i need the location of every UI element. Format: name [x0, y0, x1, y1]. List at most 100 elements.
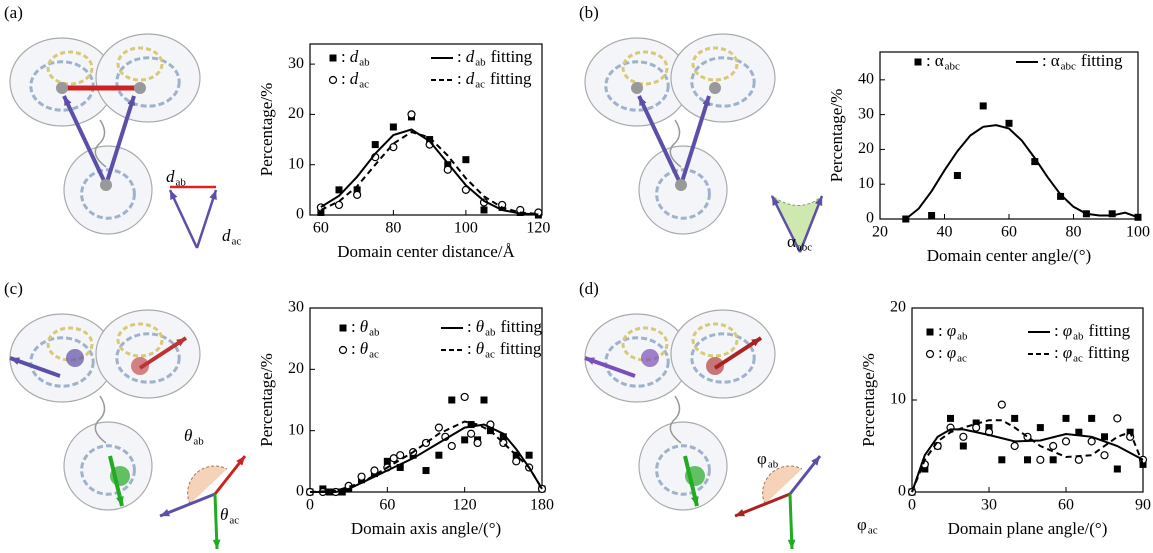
point [1036, 455, 1045, 464]
angle-arc [762, 465, 803, 505]
illustration-label: d [166, 167, 175, 186]
domain-ribbon [604, 60, 670, 112]
point [1100, 451, 1109, 460]
x-tick-label: 100 [1126, 224, 1150, 241]
point [473, 438, 482, 448]
legend-marker [914, 58, 922, 66]
panel-label: (a) [4, 3, 23, 22]
domain-ribbon [115, 56, 181, 108]
series-name: φ [947, 321, 956, 340]
arrow-head [209, 190, 217, 200]
plot-frame [309, 43, 543, 216]
fit-line [320, 130, 539, 215]
point [396, 463, 404, 471]
point [396, 451, 405, 460]
domain-center [134, 82, 146, 94]
point [921, 465, 929, 473]
y-tick-label: 30 [858, 105, 874, 122]
y-tick-label: 0 [866, 210, 874, 227]
legend-fit-suffix: fitting [500, 317, 542, 336]
point [435, 451, 443, 459]
point [499, 433, 507, 441]
arrow-shaft [734, 492, 791, 518]
point [422, 467, 430, 475]
x-tick-label: 120 [526, 220, 550, 237]
domain-ribbon [655, 168, 711, 220]
x-tick-label: 0 [908, 497, 916, 514]
series-name-sub: ac [359, 79, 369, 91]
arrow-head [772, 196, 780, 206]
legend-separator: : [467, 317, 472, 336]
y-axis-label: Percentage/% [257, 83, 276, 176]
point [997, 400, 1006, 409]
domain-ribbon [80, 168, 136, 220]
x-tick-label: 80 [1066, 224, 1082, 241]
x-tick-label: 60 [313, 220, 329, 237]
point [1074, 455, 1083, 464]
fit-line [320, 128, 539, 216]
y-tick-label: 20 [890, 299, 906, 316]
axis-disc [131, 357, 149, 375]
y-tick-label: 0 [296, 483, 304, 500]
arrow-head [735, 508, 745, 517]
arrow-shaft [62, 95, 108, 186]
point [1049, 456, 1057, 464]
domain-outline [95, 309, 201, 399]
arrow-shaft [168, 189, 199, 249]
legend-separator: : [341, 69, 346, 88]
point [1024, 456, 1031, 464]
x-tick-label: 0 [306, 497, 314, 514]
domain-ribbon [655, 444, 711, 496]
fit-line [911, 419, 1144, 493]
point [1057, 192, 1065, 200]
y-tick-label: 10 [288, 421, 304, 438]
x-axis-label: Domain axis angle/(°) [351, 519, 501, 538]
series-name: θ [476, 317, 484, 336]
domain-ribbon [690, 56, 756, 108]
series-name-sub: ac [1073, 353, 1083, 365]
linker [669, 119, 682, 168]
legend-fit-suffix: fitting [1081, 51, 1123, 70]
series-name: d [350, 69, 359, 88]
point [1113, 465, 1121, 473]
arrow-head [64, 96, 72, 106]
point [480, 206, 488, 214]
series-name: d [466, 69, 475, 88]
legend-separator: : [351, 317, 356, 336]
x-tick-label: 180 [530, 497, 554, 514]
x-axis-label: Domain center angle/(°) [927, 246, 1091, 265]
legend-separator: : [467, 339, 472, 358]
y-tick-label: 10 [890, 391, 906, 408]
legend-marker [338, 345, 348, 355]
illustration-label-sub: ac [229, 515, 239, 527]
panel-label: (c) [4, 279, 23, 298]
point [947, 414, 954, 422]
illustration-label: d [222, 226, 231, 245]
point [1113, 414, 1122, 423]
point [1088, 414, 1096, 422]
point [357, 472, 366, 481]
arrow-head [751, 338, 761, 347]
domain-ribbon [115, 332, 181, 384]
point [317, 208, 325, 216]
point [353, 190, 362, 199]
domain-ribbon [691, 46, 739, 82]
domain-ribbon [621, 326, 669, 362]
series-name-sub: ab [485, 327, 496, 339]
point [434, 423, 443, 432]
legend-fit-suffix: fitting [500, 339, 542, 358]
domain-ribbon [29, 336, 95, 388]
series-name-sub: ab [359, 57, 370, 69]
domain-ribbon [46, 326, 94, 362]
arrow-shaft [195, 189, 218, 249]
legend-marker [329, 54, 337, 62]
legend-separator: : [938, 321, 943, 340]
point [389, 454, 398, 463]
point [447, 441, 456, 451]
point [1011, 414, 1019, 422]
plot-frame [309, 307, 543, 493]
series-name-sub: ab [1073, 331, 1084, 343]
fit-line [911, 428, 1144, 493]
point [334, 200, 344, 210]
